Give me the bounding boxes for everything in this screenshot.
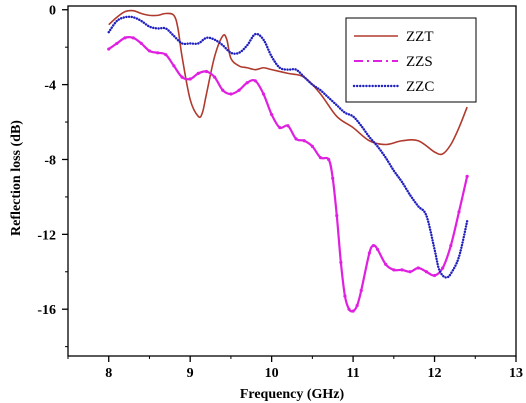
series-point-zzs [339, 260, 343, 265]
legend: ZZT ZZS ZZC [345, 17, 477, 103]
series-point-zzs [392, 268, 396, 272]
series-point-zzs [196, 71, 200, 75]
legend-label-zzt: ZZT [406, 29, 434, 45]
series-point-zzs [139, 41, 143, 46]
series-point-zzs [131, 36, 135, 40]
series-point-zzs [384, 262, 388, 266]
x-tick-label: 8 [105, 366, 112, 381]
x-tick-label: 13 [509, 366, 523, 381]
series-point-zzs [221, 88, 225, 92]
y-tick-label: 0 [49, 4, 56, 19]
y-tick-label: -16 [37, 303, 56, 318]
series-point-zzs [424, 270, 428, 274]
series-point-zzs [172, 64, 176, 68]
series-point-zzs [180, 75, 184, 79]
legend-label-zzc: ZZC [406, 79, 434, 95]
series-point-zzs [188, 77, 192, 81]
series-point-zzs [278, 126, 282, 130]
series-point-zzs [318, 156, 323, 160]
series-point-zzs [327, 157, 331, 162]
plot-border [67, 5, 517, 357]
series-point-zzs [286, 124, 290, 128]
series-point-zzs [457, 210, 461, 214]
series-point-zzs [335, 214, 339, 218]
series-point-zzs [441, 266, 445, 270]
series-point-zzs [465, 174, 469, 178]
series-point-zzs [347, 307, 351, 311]
series-point-zzs [164, 53, 168, 57]
series-point-zzs [367, 251, 371, 255]
x-tick-label: 12 [428, 366, 442, 381]
series-point-zzs [343, 294, 347, 298]
series-point-zzs [432, 273, 437, 278]
series-point-zzs [310, 144, 314, 148]
series-point-zzs [123, 36, 127, 40]
series-point-zzs [351, 309, 355, 313]
series-point-zzs [371, 243, 376, 248]
series-point-zzs [156, 51, 160, 55]
series-point-zzs [253, 79, 257, 83]
series-point-zzs [294, 137, 298, 141]
series-point-zzs [416, 266, 420, 270]
series-point-zzs [375, 247, 380, 251]
y-tick-label: -12 [37, 228, 56, 243]
series-point-zzs [213, 75, 217, 79]
series-point-zzs [261, 92, 266, 96]
x-tick-label: 10 [265, 366, 279, 381]
series-point-zzs [107, 47, 111, 51]
series-point-zzs [331, 176, 335, 180]
series-point-zzs [237, 88, 241, 92]
series-point-zzs [147, 49, 152, 53]
series-point-zzs [270, 112, 274, 117]
x-tick-label: 9 [187, 366, 194, 381]
x-axis-label: Frequency (GHz) [240, 387, 345, 402]
series-layer [107, 9, 469, 313]
y-tick-label: -8 [44, 153, 56, 168]
series-point-zzs [449, 243, 453, 248]
series-point-zzs [355, 303, 359, 308]
series-line-zzc [107, 15, 469, 279]
series-point-zzs [408, 270, 412, 274]
x-tick-label: 11 [346, 366, 359, 381]
series-point-zzs [229, 92, 233, 96]
y-tick-label: -4 [44, 79, 56, 94]
series-point-zzs [204, 69, 209, 74]
y-axis-ticks: 0 -4 -8 -12 -16 [37, 4, 68, 348]
legend-label-zzs: ZZS [406, 54, 433, 70]
series-point-zzs [359, 288, 363, 293]
series-point-zzs [245, 81, 249, 85]
series-point-zzs [115, 41, 119, 46]
x-axis-ticks: 8 9 10 11 12 13 [67, 356, 523, 381]
series-line-zzt [108, 9, 468, 156]
series-point-zzs [400, 268, 404, 272]
series-point-zzs [302, 139, 306, 143]
y-axis-label: Reflection loss (dB) [9, 120, 24, 236]
plot-frame [67, 5, 517, 357]
